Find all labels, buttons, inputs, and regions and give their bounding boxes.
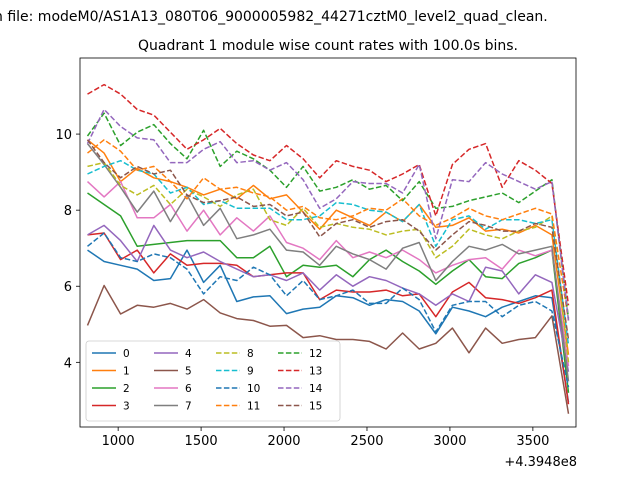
legend-label-1: 1 <box>123 366 130 378</box>
legend-label-13: 13 <box>309 366 322 378</box>
legend-box <box>85 340 341 422</box>
series-line-2 <box>87 192 570 393</box>
series-line-10 <box>87 232 570 388</box>
legend-label-14: 14 <box>309 383 323 395</box>
series-line-13 <box>87 83 570 306</box>
legend-label-6: 6 <box>185 383 192 395</box>
x-tick-label: 1500 <box>185 434 218 449</box>
series-line-1 <box>87 139 570 355</box>
x-tick-label: 3000 <box>433 434 466 449</box>
series-line-4 <box>87 224 570 372</box>
series-line-0 <box>87 249 570 403</box>
series-line-12 <box>86 112 570 319</box>
legend-label-3: 3 <box>123 401 130 413</box>
legend-label-12: 12 <box>309 348 322 360</box>
legend-label-11: 11 <box>247 401 260 413</box>
plot-area: 1000 1500 2000 2500 3000 35004681001234567891… <box>55 57 577 449</box>
legend-label-7: 7 <box>185 401 192 413</box>
legend-label-5: 5 <box>185 366 192 378</box>
y-tick-label: 8 <box>64 204 72 219</box>
series-line-3 <box>87 232 570 405</box>
legend-label-4: 4 <box>185 348 192 360</box>
x-tick-label: 1000 <box>102 434 135 449</box>
figure-suptitle: n file: modeM0/AS1A13_080T06_9000005982_… <box>0 9 548 25</box>
series-line-14 <box>86 108 570 321</box>
legend-label-8: 8 <box>247 348 254 360</box>
x-offset-label: +4.3948e8 <box>504 455 577 470</box>
y-tick-label: 10 <box>55 128 72 143</box>
x-tick-label: 3500 <box>516 434 549 449</box>
series-line-8 <box>87 161 570 363</box>
series-line-6 <box>86 180 570 367</box>
x-tick-label: 2500 <box>350 434 383 449</box>
legend-label-2: 2 <box>123 383 130 395</box>
chart-title: Quadrant 1 module wise count rates with … <box>138 38 518 54</box>
legend-label-0: 0 <box>123 348 130 360</box>
series-line-5 <box>86 284 570 414</box>
series-line-15 <box>86 139 570 340</box>
series-line-9 <box>87 159 570 346</box>
y-tick-label: 4 <box>64 356 72 371</box>
axes-frame <box>79 57 577 428</box>
series-line-11 <box>87 139 570 321</box>
legend-label-15: 15 <box>309 401 322 413</box>
legend-label-9: 9 <box>247 366 254 378</box>
y-tick-label: 6 <box>64 280 72 295</box>
x-tick-label: 2000 <box>267 434 300 449</box>
legend-label-10: 10 <box>247 383 260 395</box>
series-line-7 <box>86 143 570 382</box>
